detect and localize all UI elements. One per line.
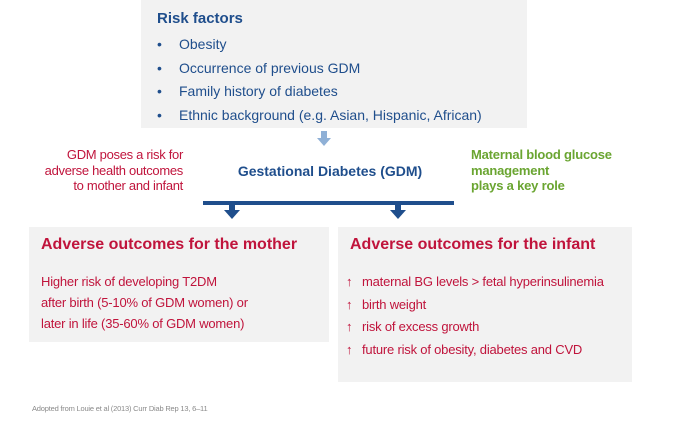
down-arrow-icon [390, 203, 406, 219]
bullet-icon: • [157, 106, 162, 123]
mother-outcome-line: after birth (5-10% of GDM women) or [41, 295, 248, 310]
risk-note: GDM poses a risk for adverse health outc… [13, 147, 184, 194]
management-note-line: management [471, 162, 550, 178]
gdm-title: Gestational Diabetes (GDM) [237, 163, 423, 179]
down-arrow-icon [224, 203, 240, 219]
list-item: ↑ birth weight [346, 294, 604, 317]
mother-outcomes-panel: Adverse outcomes for the mother Higher r… [29, 227, 329, 342]
bullet-icon: • [157, 83, 162, 99]
citation: Adopted from Louie et al (2013) Curr Dia… [32, 404, 208, 413]
list-item: ↑ risk of excess growth [346, 316, 604, 339]
mother-outcomes-title: Adverse outcomes for the mother [41, 236, 298, 253]
infant-outcome-label: maternal BG levels > fetal hyperinsuline… [362, 274, 604, 289]
list-item: • Family history of diabetes [157, 80, 482, 104]
bullet-icon: • [157, 59, 162, 76]
risk-factors-title: Risk factors [157, 10, 243, 27]
up-arrow-icon: ↑ [346, 296, 353, 312]
list-item: ↑ future risk of obesity, diabetes and CV… [346, 339, 604, 362]
infant-outcome-label: risk of excess growth [362, 319, 480, 334]
risk-factor-label: Ethnic background (e.g. Asian, Hispanic,… [179, 106, 482, 123]
mother-outcomes-text: Higher risk of developing T2DM after bir… [41, 271, 321, 334]
list-item: • Obesity [157, 33, 482, 57]
mother-outcome-line: Higher risk of developing T2DM [41, 274, 217, 289]
infant-outcomes-panel: Adverse outcomes for the infant ↑ materna… [338, 227, 632, 382]
infant-outcomes-list: ↑ maternal BG levels > fetal hyperinsulin… [346, 271, 604, 361]
up-arrow-icon: ↑ [346, 341, 353, 357]
infant-outcome-label: future risk of obesity, diabetes and CVD [362, 341, 583, 357]
list-item: ↑ maternal BG levels > fetal hyperinsulin… [346, 271, 604, 294]
risk-factor-label: Family history of diabetes [179, 83, 338, 99]
infant-outcomes-title: Adverse outcomes for the infant [350, 236, 596, 253]
bullet-icon: • [157, 36, 162, 52]
management-note-line: Maternal blood glucose [471, 147, 612, 162]
risk-note-line: adverse health outcomes [44, 162, 184, 178]
risk-factor-label: Obesity [179, 36, 227, 52]
up-arrow-icon: ↑ [346, 319, 353, 334]
management-note-line: plays a key role [471, 178, 565, 193]
risk-note-line: to mother and infant [73, 178, 183, 193]
up-arrow-icon: ↑ [346, 274, 353, 289]
infant-outcome-label: birth weight [362, 296, 427, 312]
list-item: • Occurrence of previous GDM [157, 57, 482, 81]
risk-note-line: GDM poses a risk for [66, 147, 183, 162]
management-note: Maternal blood glucose management plays … [471, 147, 661, 194]
risk-factor-label: Occurrence of previous GDM [179, 59, 361, 76]
list-item: • Ethnic background (e.g. Asian, Hispanic… [157, 104, 482, 128]
branch-connector [203, 201, 454, 205]
risk-factors-list: • Obesity • Occurrence of previous GDM • Fa… [157, 33, 482, 127]
mother-outcome-line: later in life (35-60% of GDM women) [41, 316, 245, 331]
risk-factors-panel: Risk factors • Obesity • Occurrence of pre… [141, 0, 527, 128]
down-arrow-icon [317, 131, 331, 146]
